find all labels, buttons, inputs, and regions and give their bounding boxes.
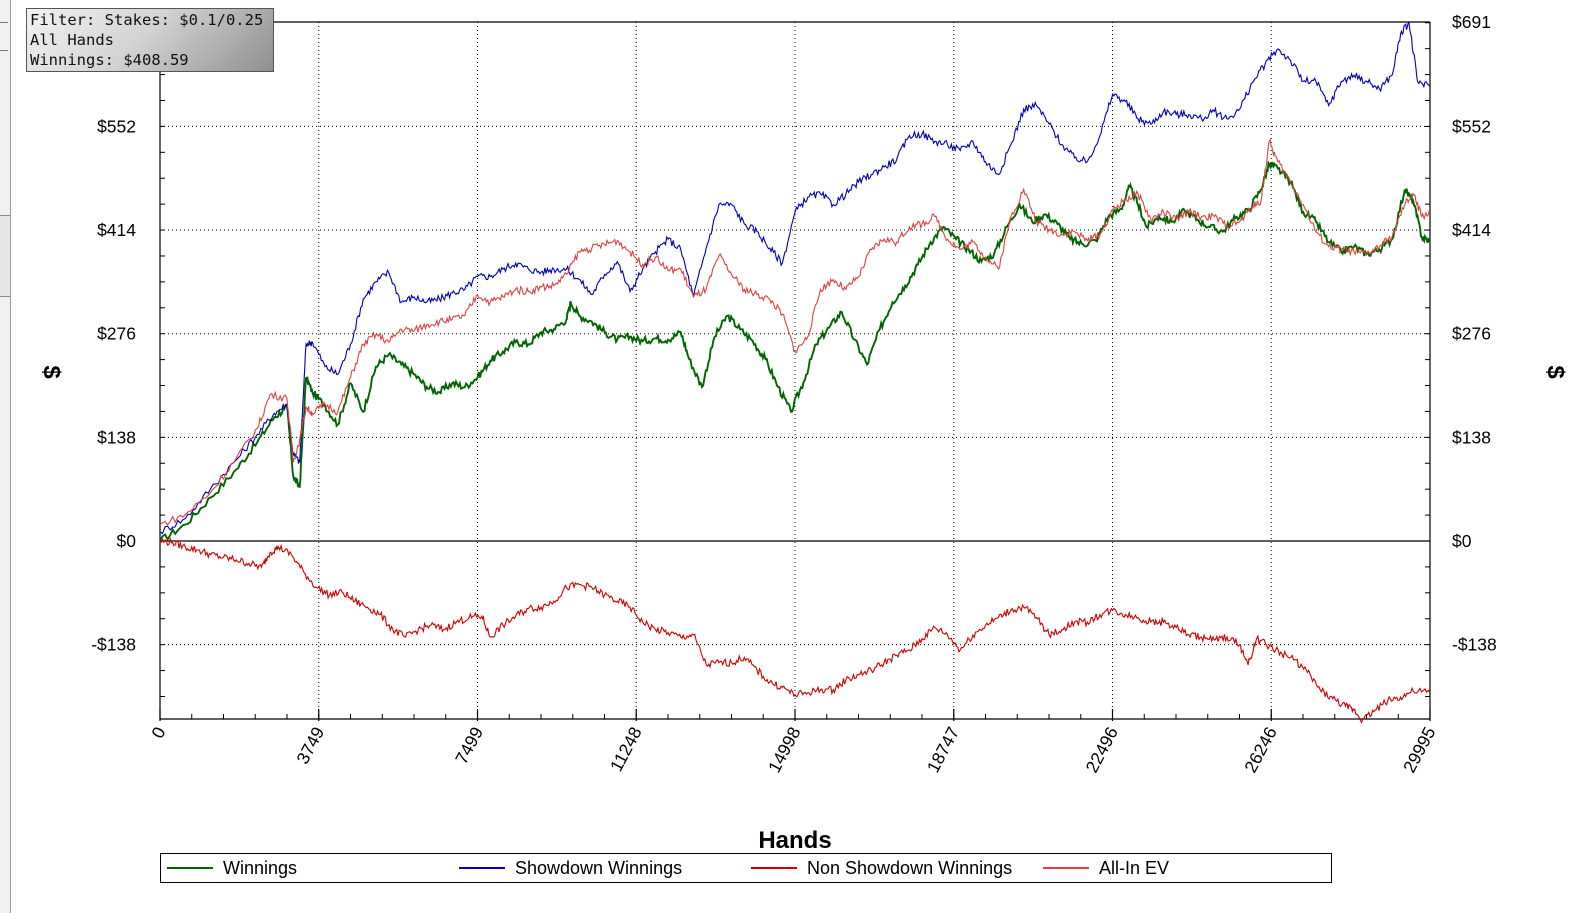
y-tick-label-right: $414: [1452, 220, 1491, 240]
x-tick-label: 3749: [292, 723, 328, 767]
x-axis-title: Hands: [758, 827, 831, 854]
y-axis-title-left: $: [38, 365, 65, 379]
legend-label: Showdown Winnings: [515, 857, 683, 878]
legend-label: Winnings: [223, 857, 298, 878]
y-tick-label-right: $138: [1452, 427, 1491, 447]
chart-legend: Winnings Showdown Winnings Non Showdown …: [160, 853, 1332, 883]
y-tick-label-right: $552: [1452, 116, 1491, 136]
legend-item-allin-ev: All-In EV: [1043, 854, 1169, 882]
series-line-winnings: [159, 160, 1431, 542]
x-tick-label: 7499: [451, 723, 487, 767]
axes: [159, 21, 1431, 721]
series-line-non-showdown-winnings: [159, 536, 1431, 724]
legend-swatch: [459, 867, 505, 869]
y-tick-label-left: -$138: [91, 635, 136, 655]
legend-item-winnings: Winnings: [167, 854, 297, 882]
legend-label: All-In EV: [1099, 857, 1170, 878]
legend-item-showdown: Showdown Winnings: [459, 854, 682, 882]
filter-winnings-text: Winnings: $408.59: [30, 51, 189, 69]
filter-info-box: Filter: Stakes: $0.1/0.25 NL All Hands W…: [26, 8, 274, 72]
y-tick-label-right: $276: [1452, 324, 1491, 344]
legend-swatch: [1043, 867, 1089, 869]
y-tick-label-left: $414: [97, 220, 136, 240]
filter-hands-text: All Hands: [30, 31, 114, 49]
frame-edge-notch: [0, 215, 10, 297]
series-line-showdown-winnings: [159, 22, 1431, 535]
tick-labels: $691$691$552$552$414$414$276$276$138$138…: [91, 12, 1497, 776]
y-tick-label-left: $552: [97, 116, 136, 136]
grid-lines: [160, 21, 1431, 719]
filter-stakes-text: Filter: Stakes: $0.1/0.25 NL: [30, 11, 274, 29]
y-axis-title-right: $: [1542, 365, 1569, 379]
x-tick-label: 11248: [606, 723, 646, 774]
x-tick-label: 0: [147, 723, 169, 741]
series-lines: [159, 22, 1431, 724]
frame-edge-tick: [0, 50, 8, 51]
y-tick-label-right: -$138: [1452, 635, 1497, 655]
x-tick-label: 18747: [923, 723, 964, 775]
y-tick-label-left: $276: [97, 324, 136, 344]
x-tick-label: 22496: [1082, 723, 1123, 775]
legend-swatch: [751, 867, 797, 869]
legend-swatch: [167, 867, 213, 869]
frame-edge-tick: [0, 22, 8, 23]
y-tick-label-left: $0: [117, 531, 137, 551]
x-tick-label: 14998: [764, 723, 805, 775]
window-frame-edge: [0, 0, 11, 913]
legend-label: Non Showdown Winnings: [807, 857, 1013, 878]
x-tick-label: 29995: [1399, 723, 1440, 775]
legend-item-nonshowdown: Non Showdown Winnings: [751, 854, 1012, 882]
x-tick-label: 26246: [1240, 723, 1281, 775]
y-tick-label-left: $138: [97, 427, 136, 447]
series-line-all-in-ev: [159, 138, 1431, 526]
y-tick-label-right: $691: [1452, 12, 1491, 32]
y-tick-label-right: $0: [1452, 531, 1472, 551]
